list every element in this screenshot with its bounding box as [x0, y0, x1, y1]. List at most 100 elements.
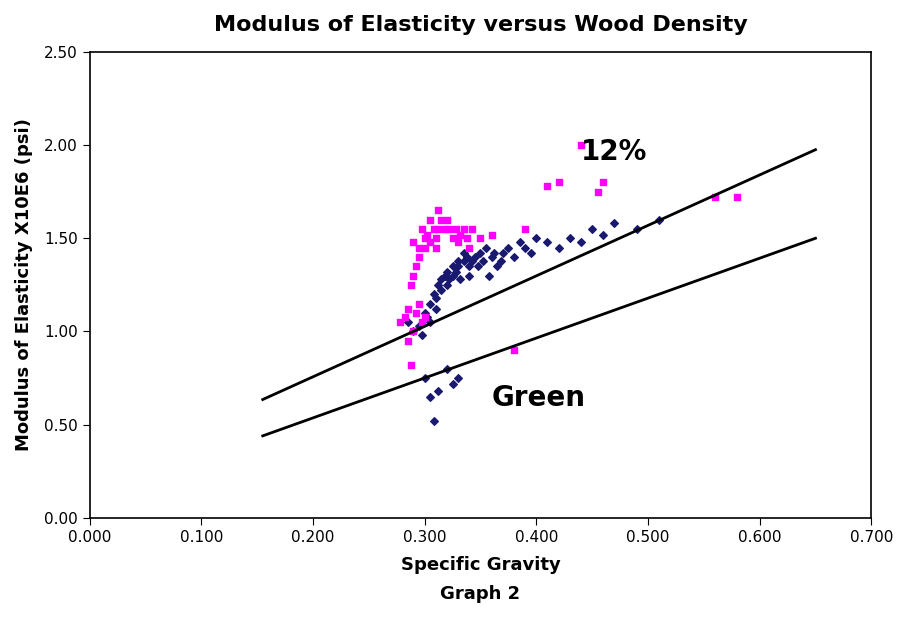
Point	[540, 237, 555, 247]
Point	[404, 280, 419, 290]
Point	[418, 308, 432, 318]
Point	[473, 234, 488, 243]
Point	[415, 317, 429, 327]
Point	[487, 248, 501, 258]
Point	[429, 234, 443, 243]
Point	[439, 267, 454, 277]
Point	[445, 271, 459, 281]
Point	[439, 214, 454, 224]
Point	[434, 214, 449, 224]
Point	[451, 261, 466, 271]
Text: Green: Green	[491, 384, 586, 412]
Point	[479, 243, 493, 253]
Point	[423, 317, 438, 327]
Point	[652, 214, 666, 224]
Point	[430, 280, 445, 290]
Point	[400, 336, 415, 345]
Point	[512, 237, 527, 247]
Point	[507, 345, 521, 355]
Point	[449, 267, 463, 277]
Point	[393, 317, 408, 327]
Point	[551, 243, 566, 253]
Point	[496, 248, 510, 258]
Point	[457, 248, 471, 258]
Point	[404, 360, 419, 370]
Point	[406, 271, 420, 281]
Point	[418, 234, 432, 243]
Point	[707, 192, 722, 202]
Point	[501, 243, 516, 253]
Title: Modulus of Elasticity versus Wood Density: Modulus of Elasticity versus Wood Densit…	[213, 15, 747, 35]
Point	[427, 289, 441, 299]
Point	[451, 373, 466, 383]
Point	[406, 326, 420, 336]
Point	[423, 392, 438, 402]
Point	[468, 252, 482, 262]
Point	[419, 311, 434, 321]
Point	[418, 311, 432, 321]
Point	[445, 234, 459, 243]
Point	[490, 261, 505, 271]
Point	[462, 271, 477, 281]
Point	[507, 252, 521, 262]
Point	[459, 234, 474, 243]
Point	[453, 274, 468, 284]
Point	[473, 248, 488, 258]
Point	[551, 177, 566, 187]
Point	[398, 311, 412, 321]
Point	[419, 229, 434, 239]
Point	[445, 379, 459, 389]
Point	[442, 274, 457, 284]
Point	[464, 224, 479, 234]
Point	[406, 326, 420, 336]
Point	[400, 317, 415, 327]
Point	[607, 218, 622, 228]
Point	[493, 256, 508, 266]
X-axis label: Specific Gravity
Graph 2: Specific Gravity Graph 2	[400, 556, 560, 603]
Point	[439, 280, 454, 290]
Point	[451, 256, 466, 266]
Point	[427, 416, 441, 426]
Point	[442, 224, 457, 234]
Point	[518, 243, 532, 253]
Point	[409, 308, 423, 318]
Point	[585, 224, 599, 234]
Y-axis label: Modulus of Elasticity X10E6 (psi): Modulus of Elasticity X10E6 (psi)	[15, 119, 33, 451]
Point	[464, 256, 479, 266]
Point	[415, 330, 429, 340]
Point	[423, 237, 438, 247]
Point	[574, 140, 588, 150]
Point	[434, 274, 449, 284]
Point	[484, 252, 498, 262]
Point	[430, 386, 445, 396]
Point	[462, 243, 477, 253]
Point	[484, 229, 498, 239]
Point	[418, 373, 432, 383]
Point	[429, 243, 443, 253]
Point	[590, 187, 605, 197]
Point	[438, 224, 452, 234]
Point	[438, 271, 452, 281]
Point	[427, 224, 441, 234]
Point	[439, 364, 454, 374]
Point	[423, 214, 438, 224]
Point	[730, 192, 745, 202]
Point	[418, 243, 432, 253]
Point	[524, 248, 538, 258]
Point	[430, 224, 445, 234]
Point	[430, 205, 445, 215]
Point	[574, 237, 588, 247]
Point	[459, 252, 474, 262]
Point	[412, 298, 427, 308]
Point	[457, 224, 471, 234]
Point	[453, 229, 468, 239]
Point	[596, 229, 610, 239]
Point	[471, 261, 486, 271]
Point	[412, 243, 427, 253]
Point	[409, 261, 423, 271]
Point	[482, 271, 497, 281]
Point	[415, 224, 429, 234]
Point	[412, 252, 427, 262]
Point	[629, 224, 644, 234]
Point	[449, 224, 463, 234]
